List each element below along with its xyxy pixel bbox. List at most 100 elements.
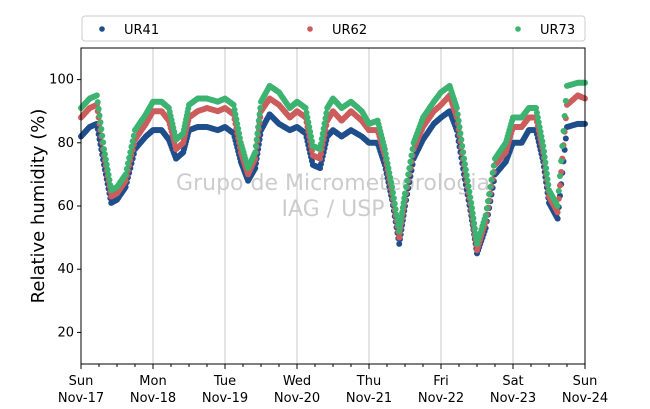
data-point bbox=[252, 142, 259, 149]
data-point bbox=[462, 166, 469, 173]
data-point bbox=[468, 199, 475, 206]
y-axis: 20 40 60 80 100 bbox=[49, 73, 81, 340]
data-point bbox=[383, 155, 390, 162]
data-point bbox=[469, 210, 476, 217]
data-point bbox=[386, 169, 393, 176]
data-point bbox=[404, 177, 411, 184]
data-point bbox=[130, 132, 137, 139]
x-tick-label-date: Nov-24 bbox=[562, 391, 608, 406]
data-point bbox=[98, 125, 105, 132]
data-point bbox=[317, 150, 324, 157]
series-ur73 bbox=[78, 79, 588, 247]
data-point bbox=[398, 214, 405, 221]
data-point bbox=[483, 205, 490, 212]
data-point bbox=[471, 220, 478, 227]
data-point bbox=[471, 225, 478, 232]
data-point bbox=[317, 140, 324, 147]
data-point bbox=[544, 176, 551, 183]
data-point bbox=[94, 99, 101, 106]
data-point bbox=[455, 117, 462, 124]
data-point bbox=[236, 135, 243, 142]
data-point bbox=[392, 206, 399, 213]
data-point bbox=[321, 120, 328, 127]
data-point bbox=[304, 114, 311, 121]
data-point bbox=[257, 105, 264, 112]
data-point bbox=[231, 106, 238, 113]
legend-marker-ur62 bbox=[307, 26, 313, 32]
data-point bbox=[488, 176, 495, 183]
data-point bbox=[558, 157, 565, 164]
x-tick-label-weekday: Mon bbox=[139, 374, 166, 389]
data-point bbox=[95, 105, 102, 112]
data-point bbox=[123, 165, 130, 172]
data-point bbox=[254, 130, 261, 137]
legend: UR41 UR62 UR73 bbox=[81, 15, 586, 42]
data-point bbox=[104, 166, 111, 173]
legend-box bbox=[81, 15, 586, 42]
watermark-line1: Grupo de Micrometeorologia bbox=[176, 171, 490, 196]
data-point bbox=[122, 171, 129, 178]
data-point bbox=[539, 138, 546, 145]
data-point bbox=[97, 119, 104, 126]
data-point bbox=[401, 195, 408, 202]
data-point bbox=[233, 116, 240, 123]
data-point bbox=[535, 119, 542, 126]
data-point bbox=[317, 146, 324, 153]
data-point bbox=[409, 146, 416, 153]
data-point bbox=[396, 234, 403, 241]
y-tick-label: 20 bbox=[57, 325, 74, 340]
y-tick-label: 100 bbox=[49, 73, 74, 88]
data-point bbox=[556, 172, 563, 179]
data-point bbox=[101, 146, 108, 153]
data-point bbox=[562, 135, 569, 142]
data-point bbox=[406, 165, 413, 172]
data-point bbox=[460, 149, 467, 156]
data-point bbox=[461, 155, 468, 162]
data-point bbox=[540, 148, 547, 155]
data-point bbox=[230, 101, 237, 108]
data-point bbox=[381, 146, 388, 153]
data-point bbox=[318, 135, 325, 142]
data-point bbox=[105, 171, 112, 178]
data-point bbox=[463, 172, 470, 179]
y-tick-label: 60 bbox=[57, 199, 74, 214]
data-point bbox=[466, 188, 473, 195]
data-point bbox=[554, 203, 561, 209]
data-point bbox=[308, 133, 315, 140]
data-point bbox=[490, 162, 497, 169]
data-point bbox=[302, 105, 309, 112]
data-point bbox=[403, 184, 410, 191]
x-tick-label-date: Nov-19 bbox=[202, 391, 248, 406]
data-point bbox=[396, 240, 403, 247]
data-point bbox=[128, 143, 135, 150]
data-point bbox=[461, 161, 468, 168]
y-tick-label: 80 bbox=[57, 136, 74, 151]
x-tick-label-date: Nov-18 bbox=[130, 391, 176, 406]
data-point bbox=[465, 183, 472, 190]
data-point bbox=[390, 195, 397, 202]
data-point bbox=[252, 149, 259, 156]
data-point bbox=[482, 212, 489, 219]
data-point bbox=[389, 184, 396, 191]
data-point bbox=[408, 152, 415, 159]
y-tick-label: 40 bbox=[57, 262, 74, 277]
data-point bbox=[102, 156, 109, 163]
data-points bbox=[78, 79, 588, 257]
data-point bbox=[533, 105, 540, 112]
data-point bbox=[400, 199, 407, 206]
data-point bbox=[253, 136, 260, 143]
data-point bbox=[456, 124, 463, 130]
data-point bbox=[407, 158, 414, 165]
data-point bbox=[389, 189, 396, 196]
data-point bbox=[96, 112, 103, 119]
x-tick-label-weekday: Wed bbox=[283, 374, 311, 389]
data-point bbox=[484, 198, 491, 205]
data-point bbox=[541, 154, 548, 161]
x-tick-label-date: Nov-21 bbox=[346, 391, 392, 406]
data-point bbox=[308, 138, 315, 145]
data-point bbox=[396, 228, 403, 235]
data-point bbox=[562, 97, 569, 104]
data-point bbox=[533, 109, 540, 116]
x-tick-label-weekday: Sun bbox=[69, 374, 94, 389]
data-point bbox=[234, 120, 241, 127]
